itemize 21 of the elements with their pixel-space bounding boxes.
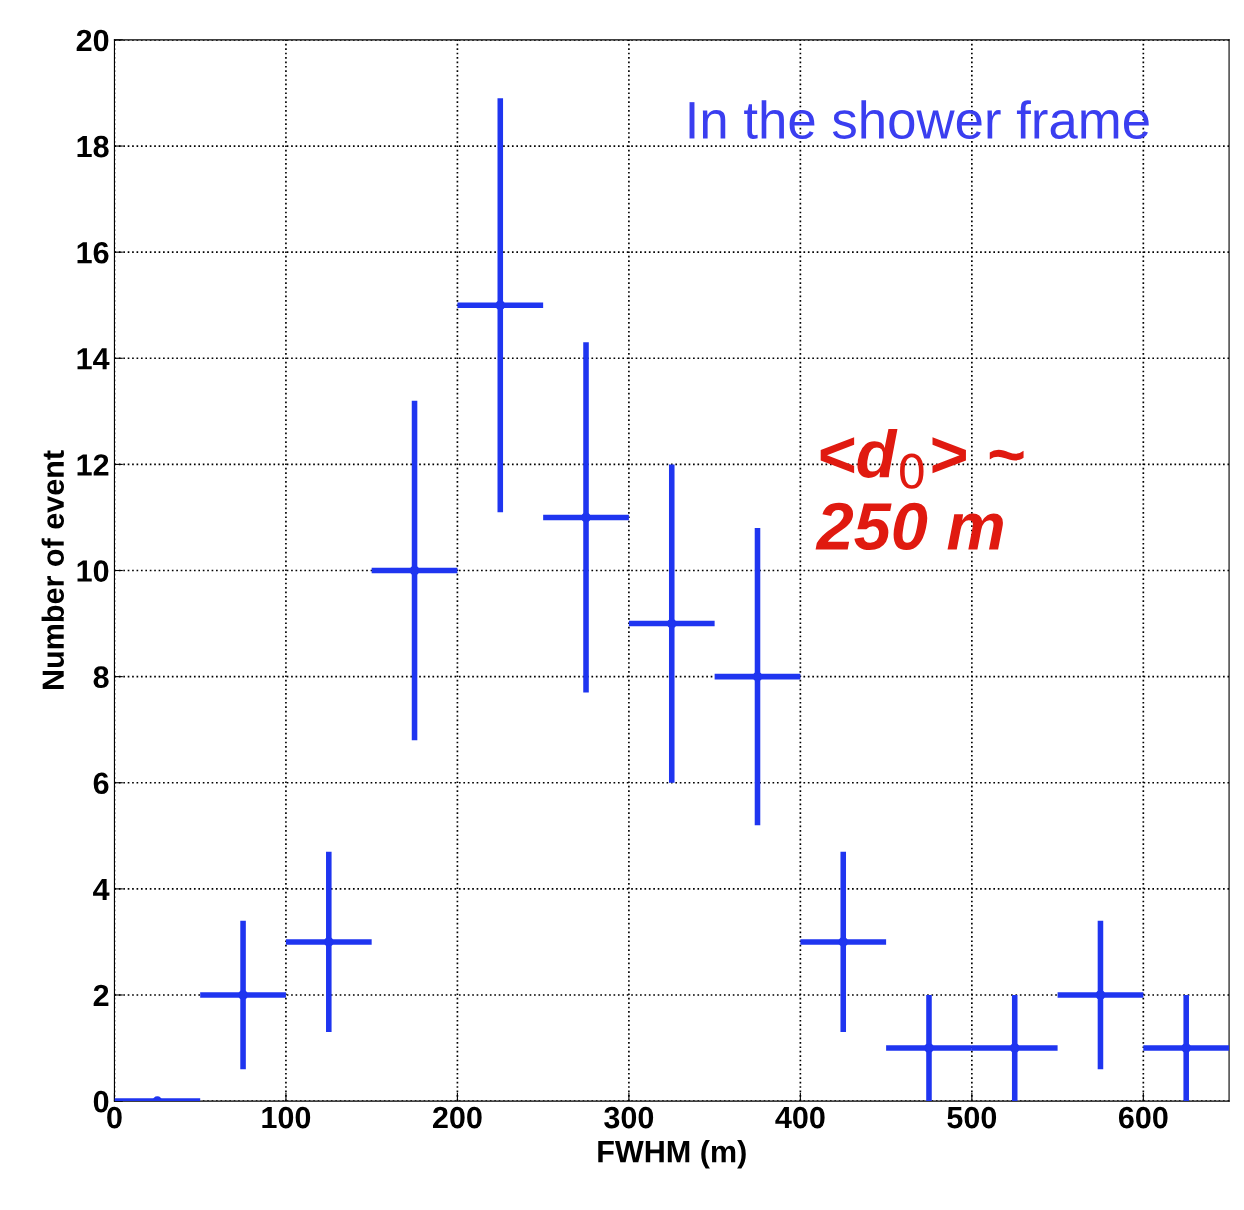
y-tick-label: 6 [93, 772, 109, 795]
x-tick-label: 500 [947, 1106, 997, 1129]
annotation: <d$_{0}$> ~ 250 m [815, 428, 1024, 551]
x-axis-title: FWHM (m) [598, 1140, 746, 1169]
annotation: In the shower frame [689, 100, 1149, 139]
y-axis-title: Number of event [41, 450, 65, 690]
y-tick-label: 2 [93, 984, 109, 1007]
x-tick-label: 400 [775, 1106, 825, 1129]
x-tick-label: 600 [1118, 1106, 1168, 1129]
x-tick-label: 200 [432, 1106, 482, 1129]
y-tick-label: 0 [93, 1090, 109, 1113]
y-tick-label: 14 [77, 348, 110, 370]
y-tick-label: 16 [77, 241, 109, 264]
x-tick-label: 300 [604, 1106, 654, 1129]
y-tick-label: 10 [77, 560, 109, 582]
y-tick-label: 18 [77, 135, 109, 158]
y-tick-label: 12 [77, 454, 109, 476]
y-tick-label: 20 [76, 29, 109, 52]
y-tick-label: 8 [93, 666, 109, 688]
y-tick-label: 4 [93, 878, 110, 900]
x-tick-label: 100 [262, 1106, 311, 1129]
